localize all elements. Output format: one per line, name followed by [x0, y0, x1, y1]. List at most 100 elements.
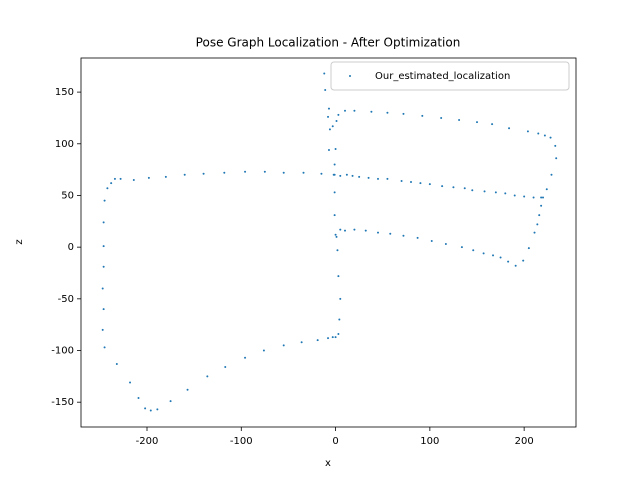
point	[555, 157, 558, 160]
point	[202, 172, 205, 175]
point	[327, 148, 330, 151]
point	[333, 214, 336, 217]
point	[386, 177, 389, 180]
point	[358, 175, 361, 178]
x-axis-label: x	[325, 458, 331, 469]
x-tick-label: -100	[230, 436, 253, 447]
point	[282, 171, 285, 174]
y-tick-label: -150	[51, 397, 74, 408]
point	[351, 174, 354, 177]
y-tick-label: -100	[51, 346, 74, 357]
point	[338, 318, 341, 321]
point	[337, 113, 340, 116]
point	[333, 163, 336, 166]
point	[540, 196, 543, 199]
point	[334, 233, 337, 236]
point	[353, 228, 356, 231]
point	[102, 308, 105, 311]
point	[522, 259, 525, 262]
x-tick-label: 0	[332, 436, 338, 447]
point	[440, 116, 443, 119]
point	[523, 195, 526, 198]
point	[102, 245, 105, 248]
y-tick-label: 150	[55, 87, 74, 98]
point	[419, 182, 422, 185]
point	[223, 171, 226, 174]
point	[444, 243, 447, 246]
point	[137, 397, 140, 400]
point	[339, 297, 342, 300]
point	[452, 186, 455, 189]
point	[113, 177, 116, 180]
point	[499, 256, 502, 259]
point	[328, 128, 331, 131]
point	[367, 176, 370, 179]
point	[320, 172, 323, 175]
point	[537, 132, 540, 135]
point	[536, 223, 539, 226]
point	[115, 362, 118, 365]
point	[482, 252, 485, 255]
point	[244, 356, 247, 359]
point	[102, 221, 105, 224]
y-tick-label: 50	[61, 190, 74, 201]
point	[337, 332, 340, 335]
point	[144, 407, 147, 410]
y-axis-label: z	[14, 239, 25, 244]
point	[370, 110, 373, 113]
point	[103, 199, 106, 202]
point	[339, 228, 342, 231]
point	[119, 177, 122, 180]
point	[410, 181, 412, 184]
point	[463, 187, 466, 190]
point	[471, 189, 474, 192]
point	[460, 246, 463, 249]
point	[538, 214, 541, 217]
point	[101, 328, 104, 331]
point	[386, 111, 389, 114]
point	[333, 191, 336, 194]
plot-frame	[80, 57, 577, 428]
chart-title: Pose Graph Localization - After Optimiza…	[196, 36, 461, 50]
point	[224, 366, 227, 369]
x-tick-label: -200	[136, 436, 159, 447]
point	[504, 192, 507, 195]
point	[543, 134, 546, 137]
point	[428, 183, 431, 186]
point	[421, 114, 424, 117]
point	[156, 408, 159, 411]
y-tick-label: 100	[55, 139, 74, 150]
point	[476, 121, 478, 124]
point	[327, 107, 330, 110]
point	[389, 232, 392, 235]
point	[102, 265, 105, 268]
point	[110, 182, 113, 185]
point	[132, 178, 135, 181]
point	[441, 185, 444, 188]
point	[169, 400, 172, 403]
point	[400, 180, 403, 182]
point	[483, 190, 486, 193]
point	[149, 409, 152, 412]
point	[542, 196, 544, 199]
point	[335, 120, 338, 123]
point	[101, 287, 104, 290]
point	[323, 72, 326, 75]
point	[508, 127, 511, 130]
point	[316, 339, 319, 342]
point	[364, 229, 367, 232]
point	[327, 115, 330, 118]
point	[206, 375, 209, 378]
point	[430, 239, 433, 242]
point	[263, 170, 266, 173]
point	[492, 254, 495, 257]
point	[526, 130, 529, 133]
point	[514, 264, 517, 267]
y-tick-label: -50	[58, 294, 74, 305]
point	[262, 349, 265, 352]
point	[327, 337, 330, 340]
point	[183, 173, 186, 176]
point	[335, 235, 338, 238]
point	[472, 249, 475, 252]
point	[540, 204, 543, 207]
